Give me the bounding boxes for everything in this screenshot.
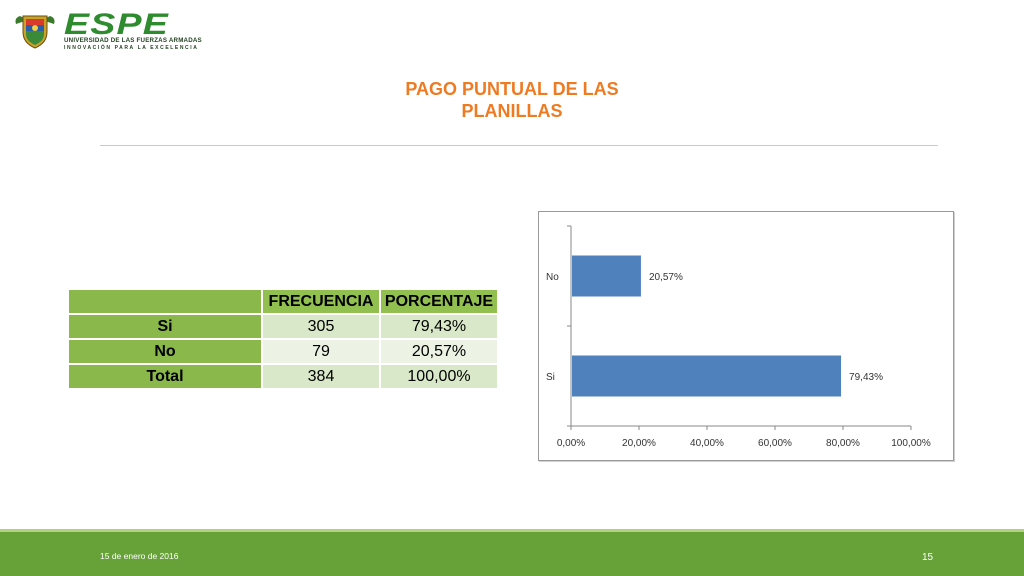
- x-tick-label: 20,00%: [622, 438, 656, 449]
- cell-frecuencia: 79: [263, 340, 379, 363]
- category-label: No: [546, 272, 559, 283]
- slide-number: 15: [922, 552, 934, 563]
- x-tick-label: 80,00%: [826, 438, 860, 449]
- row-label: Si: [69, 315, 261, 338]
- cell-porcentaje: 79,43%: [381, 315, 497, 338]
- table-header-row: FRECUENCIA PORCENTAJE: [69, 290, 497, 313]
- bar-chart: 0,00% 20,00% 40,00% 60,00% 80,00% 100,00% No 20…: [538, 211, 954, 461]
- espe-wordmark: ESPE: [64, 8, 170, 41]
- cell-frecuencia: 305: [263, 315, 379, 338]
- table-header-empty: [69, 290, 261, 313]
- table-row: Si 305 79,43%: [69, 315, 497, 338]
- cell-porcentaje: 100,00%: [381, 365, 497, 388]
- title-line-2: PLANILLAS: [461, 101, 563, 121]
- x-tick-label: 100,00%: [891, 438, 931, 449]
- footer-date: 15 de enero de 2016: [100, 551, 179, 561]
- university-slogan: INNOVACIÓN PARA LA EXCELENCIA: [64, 45, 199, 51]
- university-crest-icon: [15, 15, 55, 49]
- row-label: No: [69, 340, 261, 363]
- university-name: UNIVERSIDAD DE LAS FUERZAS ARMADAS: [64, 37, 202, 44]
- row-label: Total: [69, 365, 261, 388]
- footer-bar: [0, 532, 1024, 576]
- espe-logo: ESPE UNIVERSIDAD DE LAS FUERZAS ARMADAS …: [14, 8, 204, 52]
- bar: [572, 255, 641, 297]
- cell-porcentaje: 20,57%: [381, 340, 497, 363]
- page-title: PAGO PUNTUAL DE LAS PLANILLAS: [372, 78, 652, 122]
- x-tick-label: 40,00%: [690, 438, 724, 449]
- data-label: 79,43%: [849, 372, 883, 383]
- table-row: Total 384 100,00%: [69, 365, 497, 388]
- table-row: No 79 20,57%: [69, 340, 497, 363]
- footer-accent-stripe: [0, 529, 1024, 533]
- table-header-porcentaje: PORCENTAJE: [381, 290, 497, 313]
- data-label: 20,57%: [649, 272, 683, 283]
- x-tick-label: 0,00%: [557, 438, 585, 449]
- title-divider: [100, 145, 938, 146]
- cell-frecuencia: 384: [263, 365, 379, 388]
- table-header-frecuencia: FRECUENCIA: [263, 290, 379, 313]
- x-tick-label: 60,00%: [758, 438, 792, 449]
- bar: [572, 355, 842, 397]
- title-line-1: PAGO PUNTUAL DE LAS: [405, 79, 619, 99]
- category-label: Si: [546, 372, 555, 383]
- frequency-table: FRECUENCIA PORCENTAJE Si 305 79,43% No 7…: [67, 288, 499, 390]
- bar-chart-svg: 0,00% 20,00% 40,00% 60,00% 80,00% 100,00% No 20…: [546, 225, 931, 449]
